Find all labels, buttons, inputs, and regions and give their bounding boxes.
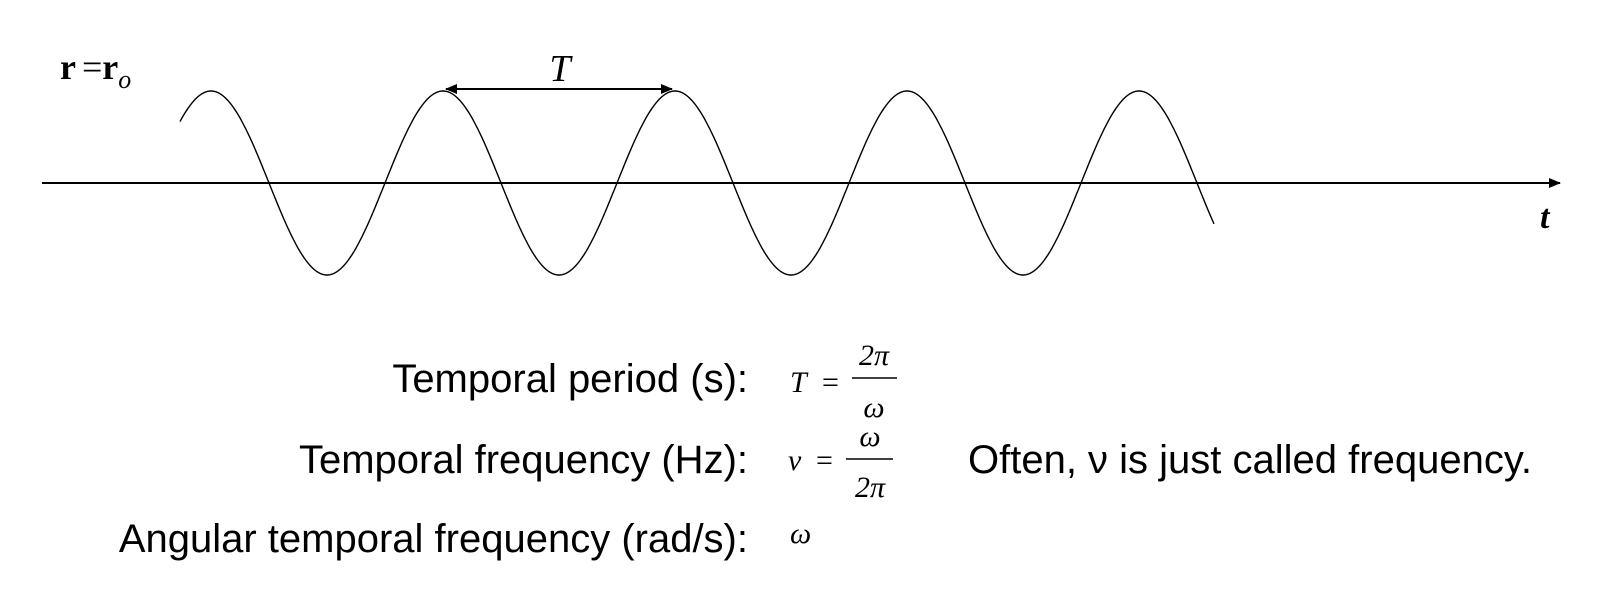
svg-text:=: = xyxy=(816,444,833,477)
svg-text:2π: 2π xyxy=(855,471,886,504)
angular-temporal-frequency-label: Angular temporal frequency (rad/s): xyxy=(118,517,748,561)
period-label: T xyxy=(549,48,573,90)
frequency-note: Often, ν is just called frequency. xyxy=(968,438,1532,482)
frequency-formula: ν = ω 2π xyxy=(788,420,893,504)
angular-frequency-symbol: ω xyxy=(790,517,811,550)
period-formula: T = 2π ω xyxy=(790,339,897,424)
temporal-frequency-label: Temporal frequency (Hz): xyxy=(298,438,748,482)
temporal-period-label: Temporal period (s): xyxy=(392,357,748,401)
time-axis-label: t xyxy=(1540,199,1551,236)
svg-text:ω: ω xyxy=(859,420,880,453)
svg-text:ω: ω xyxy=(863,391,884,424)
svg-text:2π: 2π xyxy=(859,339,890,372)
position-label: r =ro xyxy=(60,47,131,94)
svg-text:=: = xyxy=(822,366,839,399)
svg-text:ν: ν xyxy=(788,444,802,477)
sine-wave xyxy=(179,90,1215,276)
svg-text:T: T xyxy=(790,366,809,399)
